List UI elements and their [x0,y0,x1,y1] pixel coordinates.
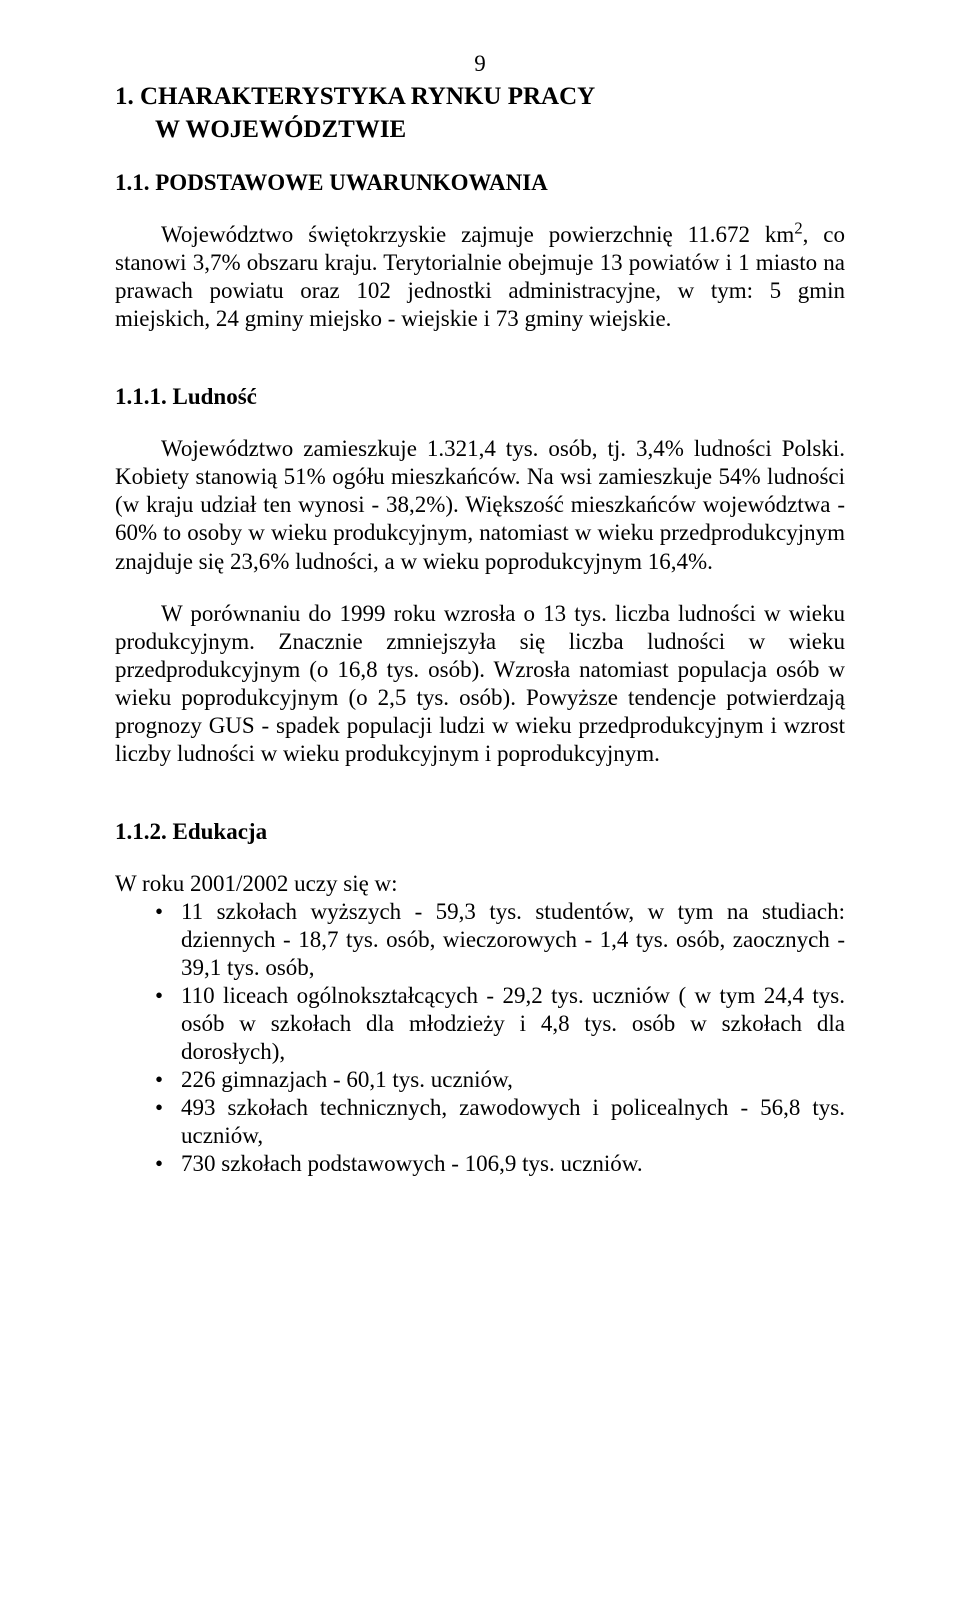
list-item: 730 szkołach podstawowych - 106,9 tys. u… [115,1150,845,1178]
paragraph-ludnosc-2: W porównaniu do 1999 roku wzrosła o 13 t… [115,600,845,768]
para2-text: Województwo zamieszkuje 1.321,4 tys. osó… [115,436,845,573]
list-item: 493 szkołach technicznych, zawodowych i … [115,1094,845,1150]
para1-part-a: Województwo świętokrzyskie zajmuje powie… [161,222,794,247]
heading-1-1-2: 1.1.2. Edukacja [115,818,845,846]
paragraph-ludnosc-1: Województwo zamieszkuje 1.321,4 tys. osó… [115,435,845,575]
list-item-text: 11 szkołach wyższych - 59,3 tys. student… [181,899,845,980]
list-item-text: 226 gimnazjach - 60,1 tys. uczniów, [181,1067,513,1092]
list-item: 226 gimnazjach - 60,1 tys. uczniów, [115,1066,845,1094]
document-page: 9 1. CHARAKTERYSTYKA RYNKU PRACY W WOJEW… [0,0,960,1600]
paragraph-intro: Województwo świętokrzyskie zajmuje powie… [115,221,845,333]
heading-1-line1: 1. CHARAKTERYSTYKA RYNKU PRACY [115,82,845,113]
para3-text: W porównaniu do 1999 roku wzrosła o 13 t… [115,601,845,766]
list-item: 11 szkołach wyższych - 59,3 tys. student… [115,898,845,982]
education-bullet-list: 11 szkołach wyższych - 59,3 tys. student… [115,898,845,1178]
heading-1-line2: W WOJEWÓDZTWIE [155,115,845,146]
heading-1-1: 1.1. PODSTAWOWE UWARUNKOWANIA [115,169,845,197]
page-number: 9 [115,50,845,78]
list-item-text: 730 szkołach podstawowych - 106,9 tys. u… [181,1151,643,1176]
list-item-text: 110 liceach ogólnokształcących - 29,2 ty… [181,983,845,1064]
heading-1-1-1: 1.1.1. Ludność [115,383,845,411]
superscript-2: 2 [794,218,802,237]
list-item-text: 493 szkołach technicznych, zawodowych i … [181,1095,845,1148]
list-item: 110 liceach ogólnokształcących - 29,2 ty… [115,982,845,1066]
paragraph-edukacja-lead: W roku 2001/2002 uczy się w: [115,870,845,898]
